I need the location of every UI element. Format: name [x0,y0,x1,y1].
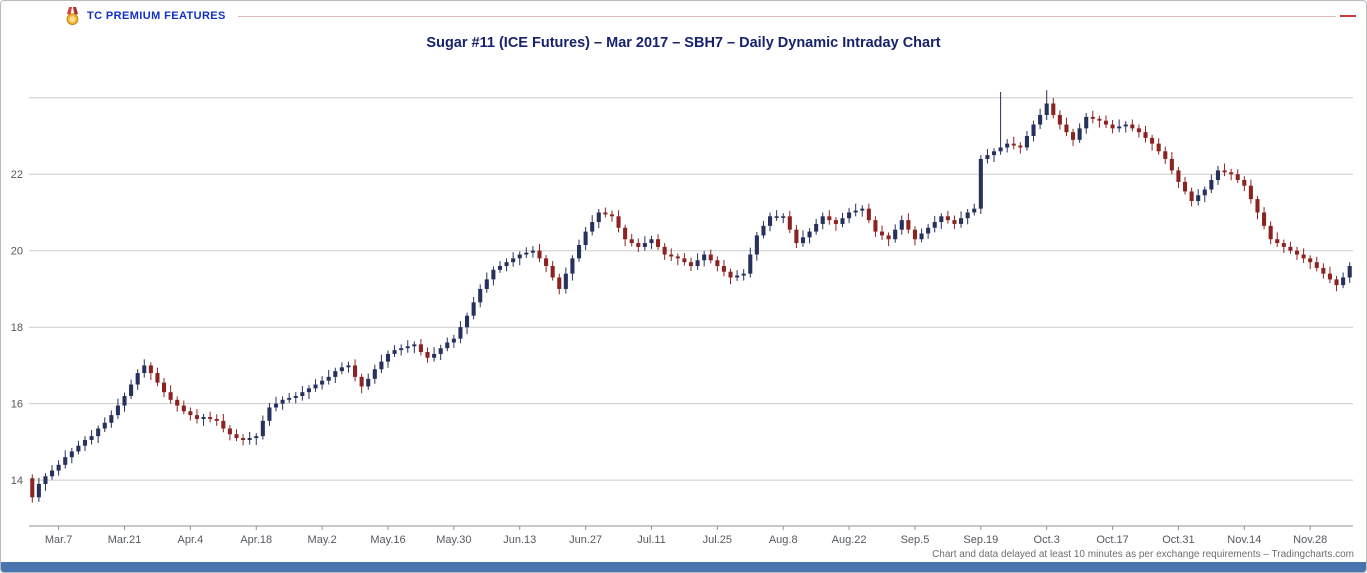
svg-text:Jun.13: Jun.13 [503,534,536,546]
svg-text:Mar.21: Mar.21 [108,534,142,546]
svg-text:Nov.14: Nov.14 [1227,534,1261,546]
svg-text:20: 20 [11,246,23,258]
svg-text:Jul.11: Jul.11 [637,534,666,546]
disclaimer-text: Chart and data delayed at least 10 minut… [932,549,1354,560]
bottom-bar [1,562,1366,572]
chart-title: Sugar #11 (ICE Futures) – Mar 2017 – SBH… [426,35,941,51]
header-rule [237,15,1336,17]
header-bar: TC PREMIUM FEATURES [1,1,1366,31]
svg-text:Mar.7: Mar.7 [45,534,73,546]
svg-text:Apr.18: Apr.18 [240,534,272,546]
premium-medal-icon [65,6,80,26]
svg-text:May.2: May.2 [308,534,337,546]
svg-text:May.30: May.30 [436,534,471,546]
svg-text:Aug.22: Aug.22 [832,534,867,546]
svg-text:18: 18 [11,322,23,334]
svg-text:Sep.19: Sep.19 [963,534,998,546]
svg-text:Jul.25: Jul.25 [703,534,732,546]
svg-text:Apr.4: Apr.4 [178,534,204,546]
svg-text:Sep.5: Sep.5 [901,534,930,546]
svg-text:Aug.8: Aug.8 [769,534,798,546]
svg-text:Nov.28: Nov.28 [1293,534,1327,546]
svg-text:Oct.3: Oct.3 [1034,534,1060,546]
svg-text:16: 16 [11,399,23,411]
svg-text:Jun.27: Jun.27 [569,534,602,546]
svg-text:Oct.17: Oct.17 [1096,534,1128,546]
svg-text:Oct.31: Oct.31 [1162,534,1194,546]
candlestick-chart[interactable]: 14 16 18 20 22 Mar.7 Mar.21 Apr.4 Apr.18 May.2 May… [1,57,1366,549]
svg-text:22: 22 [11,169,23,181]
premium-features-link[interactable]: TC PREMIUM FEATURES [87,10,226,22]
header-rule-end-dash [1340,15,1356,17]
svg-text:May.16: May.16 [370,534,405,546]
svg-text:14: 14 [11,475,23,487]
